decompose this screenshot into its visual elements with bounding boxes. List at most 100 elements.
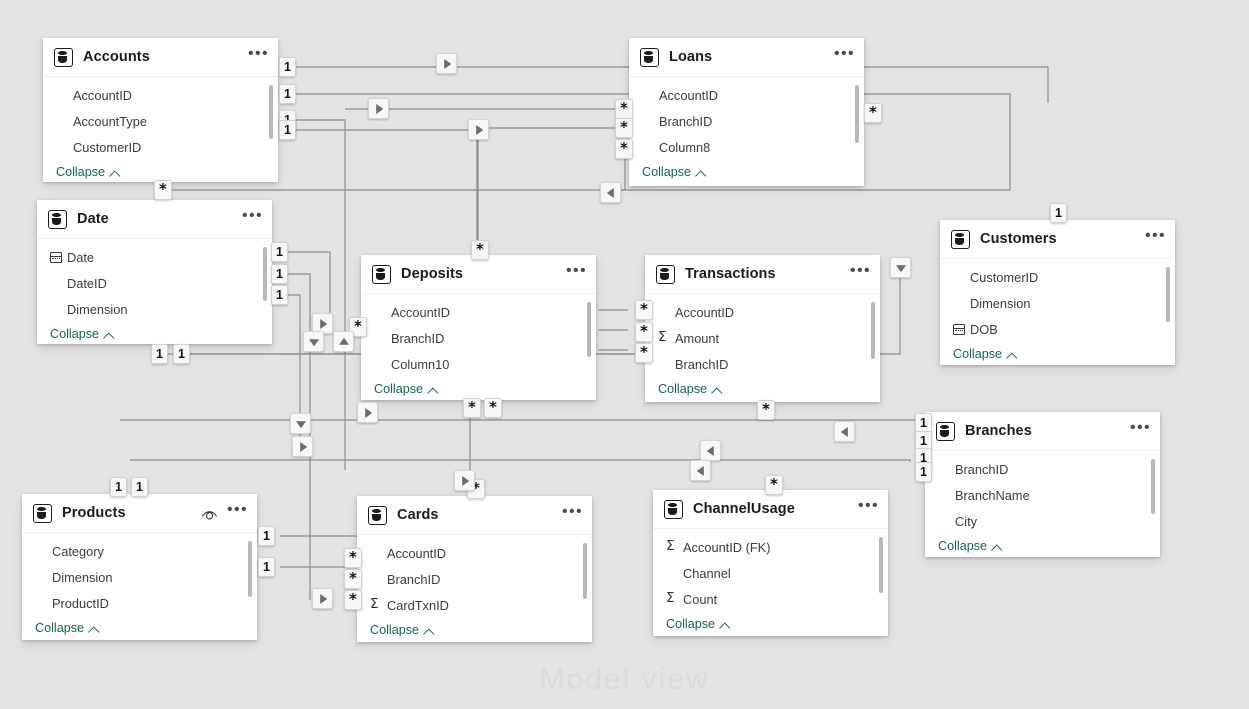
table-more-options-icon[interactable]: •••: [857, 497, 879, 514]
eye-icon[interactable]: [201, 507, 218, 520]
field-row[interactable]: Category: [22, 538, 257, 564]
field-row[interactable]: Σ AccountID (FK): [653, 534, 888, 560]
cross-filter-arrow-down-icon[interactable]: [890, 257, 911, 278]
cardinality-many-badge[interactable]: *: [635, 322, 653, 342]
cardinality-many-badge[interactable]: *: [615, 118, 633, 138]
cross-filter-arrow-left-icon[interactable]: [600, 182, 621, 203]
field-row[interactable]: BranchID: [925, 456, 1160, 482]
table-card-customers[interactable]: Customers ••• CustomerID Dimension DOB Collap…: [940, 220, 1175, 365]
table-more-options-icon[interactable]: •••: [833, 45, 855, 62]
table-card-channelusage[interactable]: ChannelUsage ••• Σ AccountID (FK) Channel Σ Co…: [653, 490, 888, 636]
field-list-scrollbar[interactable]: [879, 537, 883, 593]
cardinality-one-badge[interactable]: 1: [131, 477, 148, 497]
field-row[interactable]: BranchID: [357, 566, 592, 592]
cross-filter-arrow-right-icon[interactable]: [454, 470, 475, 491]
table-header[interactable]: Customers •••: [940, 220, 1175, 258]
cardinality-one-badge[interactable]: 1: [279, 57, 296, 77]
cardinality-one-badge[interactable]: 1: [279, 120, 296, 140]
cardinality-many-badge[interactable]: *: [635, 343, 653, 363]
table-header[interactable]: Accounts •••: [43, 38, 278, 76]
table-header[interactable]: ChannelUsage •••: [653, 490, 888, 528]
table-header[interactable]: Date •••: [37, 200, 272, 238]
table-card-products[interactable]: Products ••• Category Dimension ProductID Col…: [22, 494, 257, 640]
field-list-scrollbar[interactable]: [583, 543, 587, 599]
field-row[interactable]: Dimension: [22, 564, 257, 590]
cardinality-one-badge[interactable]: 1: [915, 462, 932, 482]
collapse-button[interactable]: Collapse: [37, 322, 272, 344]
collapse-button[interactable]: Collapse: [925, 534, 1160, 557]
table-more-options-icon[interactable]: •••: [247, 45, 269, 62]
cardinality-one-badge[interactable]: 1: [271, 264, 288, 284]
field-row[interactable]: City: [925, 508, 1160, 534]
cardinality-one-badge[interactable]: 1: [279, 84, 296, 104]
cardinality-many-badge[interactable]: *: [344, 569, 362, 589]
cardinality-one-badge[interactable]: 1: [271, 285, 288, 305]
field-row[interactable]: DateID: [37, 270, 272, 296]
cross-filter-arrow-down-icon[interactable]: [303, 331, 324, 352]
cardinality-many-badge[interactable]: *: [757, 400, 775, 420]
cardinality-one-badge[interactable]: 1: [915, 413, 932, 433]
cardinality-many-badge[interactable]: *: [344, 590, 362, 610]
cross-filter-arrow-left-icon[interactable]: [700, 440, 721, 461]
table-more-options-icon[interactable]: •••: [561, 503, 583, 520]
cross-filter-arrow-up-icon[interactable]: [333, 331, 354, 352]
cross-filter-arrow-right-icon[interactable]: [436, 53, 457, 74]
cardinality-many-badge[interactable]: *: [615, 99, 633, 119]
field-row[interactable]: BranchName: [925, 482, 1160, 508]
cardinality-one-badge[interactable]: 1: [258, 526, 275, 546]
cardinality-many-badge[interactable]: *: [765, 475, 783, 495]
cross-filter-arrow-right-icon[interactable]: [312, 588, 333, 609]
field-row[interactable]: Σ CardTxnID: [357, 592, 592, 618]
cardinality-one-badge[interactable]: 1: [258, 557, 275, 577]
cardinality-many-badge[interactable]: *: [154, 180, 172, 200]
field-row[interactable]: Channel: [653, 560, 888, 586]
field-list-scrollbar[interactable]: [1151, 459, 1155, 514]
field-row[interactable]: CustomerID: [940, 264, 1175, 290]
cross-filter-arrow-left-icon[interactable]: [690, 460, 711, 481]
field-row[interactable]: AccountID: [43, 82, 278, 108]
cardinality-one-badge[interactable]: 1: [1050, 203, 1067, 223]
field-list-scrollbar[interactable]: [248, 541, 252, 597]
field-row[interactable]: ProductID: [22, 590, 257, 616]
field-row[interactable]: Dimension: [37, 296, 272, 322]
cross-filter-arrow-down-icon[interactable]: [290, 413, 311, 434]
collapse-button[interactable]: Collapse: [22, 616, 257, 640]
field-row[interactable]: AccountType: [43, 108, 278, 134]
table-more-options-icon[interactable]: •••: [241, 207, 263, 224]
field-row[interactable]: DOB: [940, 316, 1175, 342]
field-list-scrollbar[interactable]: [1166, 267, 1170, 322]
table-header[interactable]: Branches •••: [925, 412, 1160, 450]
cardinality-one-badge[interactable]: 1: [151, 344, 168, 364]
cardinality-one-badge[interactable]: 1: [173, 344, 190, 364]
cross-filter-arrow-right-icon[interactable]: [468, 119, 489, 140]
table-header[interactable]: Products •••: [22, 494, 257, 532]
table-more-options-icon[interactable]: •••: [1144, 227, 1166, 244]
field-row[interactable]: AccountID: [357, 540, 592, 566]
cardinality-many-badge[interactable]: *: [635, 300, 653, 320]
cross-filter-arrow-right-icon[interactable]: [368, 98, 389, 119]
field-row[interactable]: CustomerID: [43, 134, 278, 160]
cardinality-many-badge[interactable]: *: [864, 103, 882, 123]
field-row[interactable]: Date: [37, 244, 272, 270]
table-more-options-icon[interactable]: •••: [226, 501, 248, 518]
collapse-button[interactable]: Collapse: [653, 612, 888, 636]
collapse-button[interactable]: Collapse: [43, 160, 278, 182]
cross-filter-arrow-right-icon[interactable]: [357, 402, 378, 423]
collapse-button[interactable]: Collapse: [940, 342, 1175, 365]
cardinality-many-badge[interactable]: *: [484, 398, 502, 418]
table-more-options-icon[interactable]: •••: [1129, 419, 1151, 436]
field-row[interactable]: Σ Count: [653, 586, 888, 612]
field-list-scrollbar[interactable]: [269, 85, 273, 139]
cardinality-many-badge[interactable]: *: [344, 548, 362, 568]
cardinality-one-badge[interactable]: 1: [110, 477, 127, 497]
cardinality-many-badge[interactable]: *: [615, 139, 633, 159]
field-row[interactable]: Dimension: [940, 290, 1175, 316]
table-card-branches[interactable]: Branches ••• BranchID BranchName City Collaps…: [925, 412, 1160, 557]
collapse-button[interactable]: Collapse: [357, 618, 592, 642]
cross-filter-arrow-right-icon[interactable]: [292, 436, 313, 457]
cardinality-many-badge[interactable]: *: [463, 398, 481, 418]
cardinality-one-badge[interactable]: 1: [271, 242, 288, 262]
cross-filter-arrow-left-icon[interactable]: [834, 421, 855, 442]
cardinality-many-badge[interactable]: *: [471, 240, 489, 260]
